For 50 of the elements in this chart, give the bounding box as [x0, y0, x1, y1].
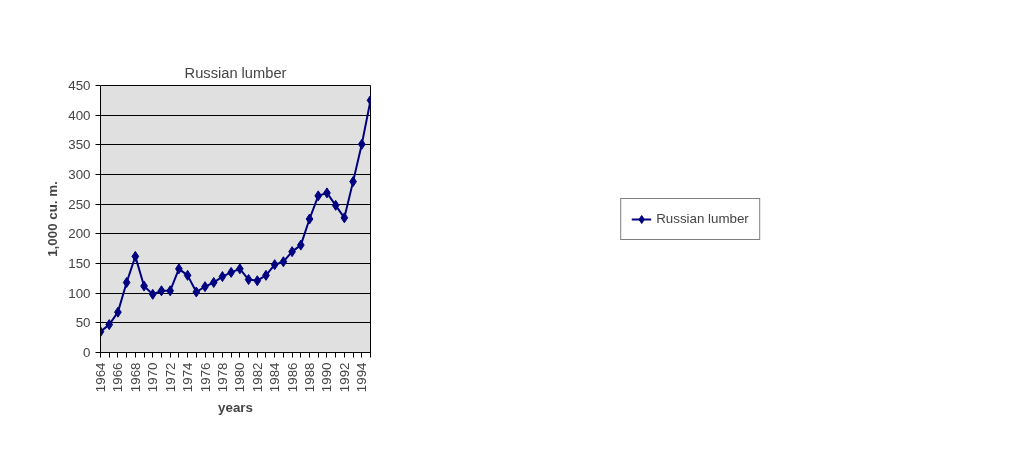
- x-tick-label: 1968: [127, 362, 143, 393]
- legend-label: Russian lumber: [656, 211, 749, 226]
- point: [331, 199, 340, 211]
- y-tick-label: 50: [75, 315, 91, 331]
- x-tick-label: 1974: [180, 361, 196, 393]
- point: [314, 190, 323, 202]
- x-tick-label: 1992: [336, 362, 352, 393]
- point: [157, 285, 166, 297]
- y-tick-label: 450: [68, 78, 91, 93]
- x-tick-label: 1982: [249, 362, 265, 393]
- y-tick-label: 200: [68, 226, 91, 242]
- x-tick-label: 1994: [354, 361, 370, 393]
- x-tick-label: 1980: [232, 362, 248, 393]
- y-tick-label: 250: [68, 196, 91, 212]
- point: [166, 285, 175, 297]
- point: [253, 275, 262, 287]
- x-tick-label: 1972: [162, 362, 178, 393]
- x-tick-label: 1978: [214, 362, 230, 393]
- point: [209, 276, 218, 288]
- y-tick-label: 0: [83, 345, 91, 360]
- point: [270, 259, 279, 271]
- point: [357, 138, 366, 150]
- y-tick-label: 400: [68, 107, 91, 123]
- point: [244, 274, 253, 286]
- point: [105, 319, 114, 331]
- point: [340, 212, 349, 224]
- x-axis-title: years: [218, 400, 253, 416]
- point: [192, 286, 201, 298]
- y-tick-label: 300: [68, 167, 91, 182]
- x-tick-label: 1976: [197, 362, 213, 393]
- point: [296, 239, 305, 251]
- y-tick-label: 350: [68, 137, 91, 153]
- point: [305, 213, 314, 225]
- x-tick-label: 1970: [145, 362, 161, 393]
- x-tick-label: 1964: [93, 361, 108, 393]
- point: [279, 256, 288, 268]
- x-tick-label: 1986: [284, 362, 300, 393]
- x-tick-label: 1990: [319, 362, 335, 393]
- point: [131, 250, 140, 262]
- x-tick-label: 1984: [267, 361, 283, 393]
- x-tick-label: 1966: [110, 362, 126, 393]
- y-tick-label: 150: [68, 256, 91, 271]
- x-tick-label: 1988: [302, 362, 318, 393]
- point: [148, 288, 157, 300]
- y-axis-title: 1,000 cu. m.: [45, 181, 61, 257]
- point: [122, 276, 131, 288]
- y-tick-label: 100: [68, 285, 91, 301]
- chart-title: Russian lumber: [184, 64, 287, 81]
- point: [218, 271, 227, 283]
- point: [183, 269, 192, 281]
